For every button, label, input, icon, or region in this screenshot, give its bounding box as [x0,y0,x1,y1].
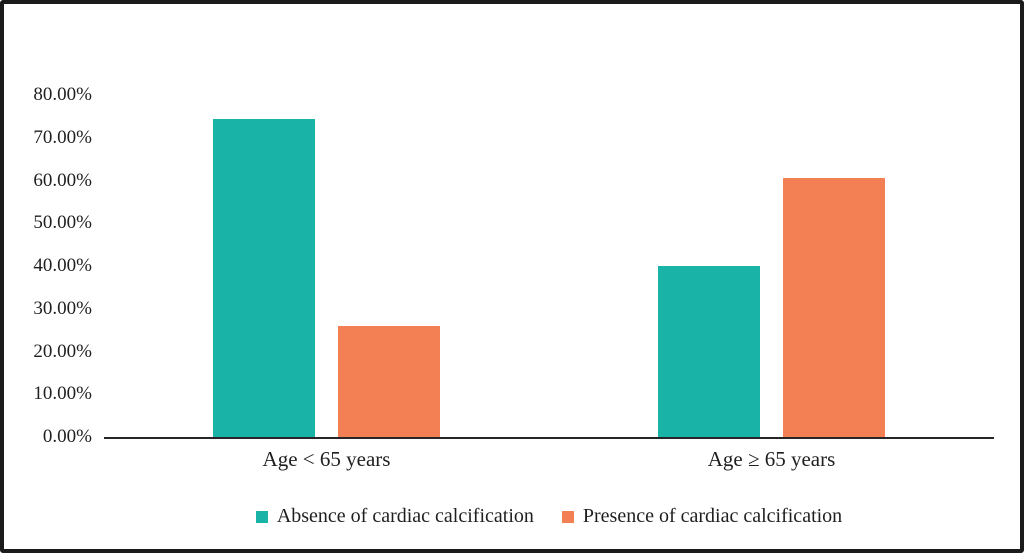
y-axis-tick-label: 10.00% [33,383,92,405]
y-axis-tick-label: 70.00% [33,126,92,148]
x-axis-line [104,437,994,439]
legend: Absence of cardiac calcification Presence… [104,505,994,528]
bar-series1-group2 [658,266,760,437]
legend-swatch-icon [255,510,268,523]
x-axis-category-label: Age < 65 years [262,447,391,471]
legend-swatch-icon [561,510,574,523]
y-axis-tick-label: 30.00% [33,297,92,319]
x-axis-category-labels: Age < 65 years Age ≥ 65 years [104,447,994,472]
y-axis-tick-label: 50.00% [33,212,92,234]
y-axis-tick-label: 80.00% [33,84,92,105]
legend-item-series1: Absence of cardiac calcification [255,505,534,528]
legend-item-series2: Presence of cardiac calcification [561,505,843,528]
y-axis: 0.00% 10.00% 20.00% 30.00% 40.00% 50.00% 60.00… [4,4,96,557]
bar-series2-group1 [338,325,440,437]
bar-series2-group2 [783,178,885,437]
y-axis-tick-label: 40.00% [33,255,92,276]
plot-area [104,95,994,439]
x-axis-category-label: Age ≥ 65 years [707,447,836,471]
y-axis-tick-label: 0.00% [42,426,92,447]
legend-label: Absence of cardiac calcification [276,505,534,527]
bar-series1-group1 [213,118,315,437]
y-axis-tick-label: 20.00% [33,340,92,362]
y-axis-tick-label: 60.00% [33,169,92,191]
legend-label: Presence of cardiac calcification [582,505,843,527]
